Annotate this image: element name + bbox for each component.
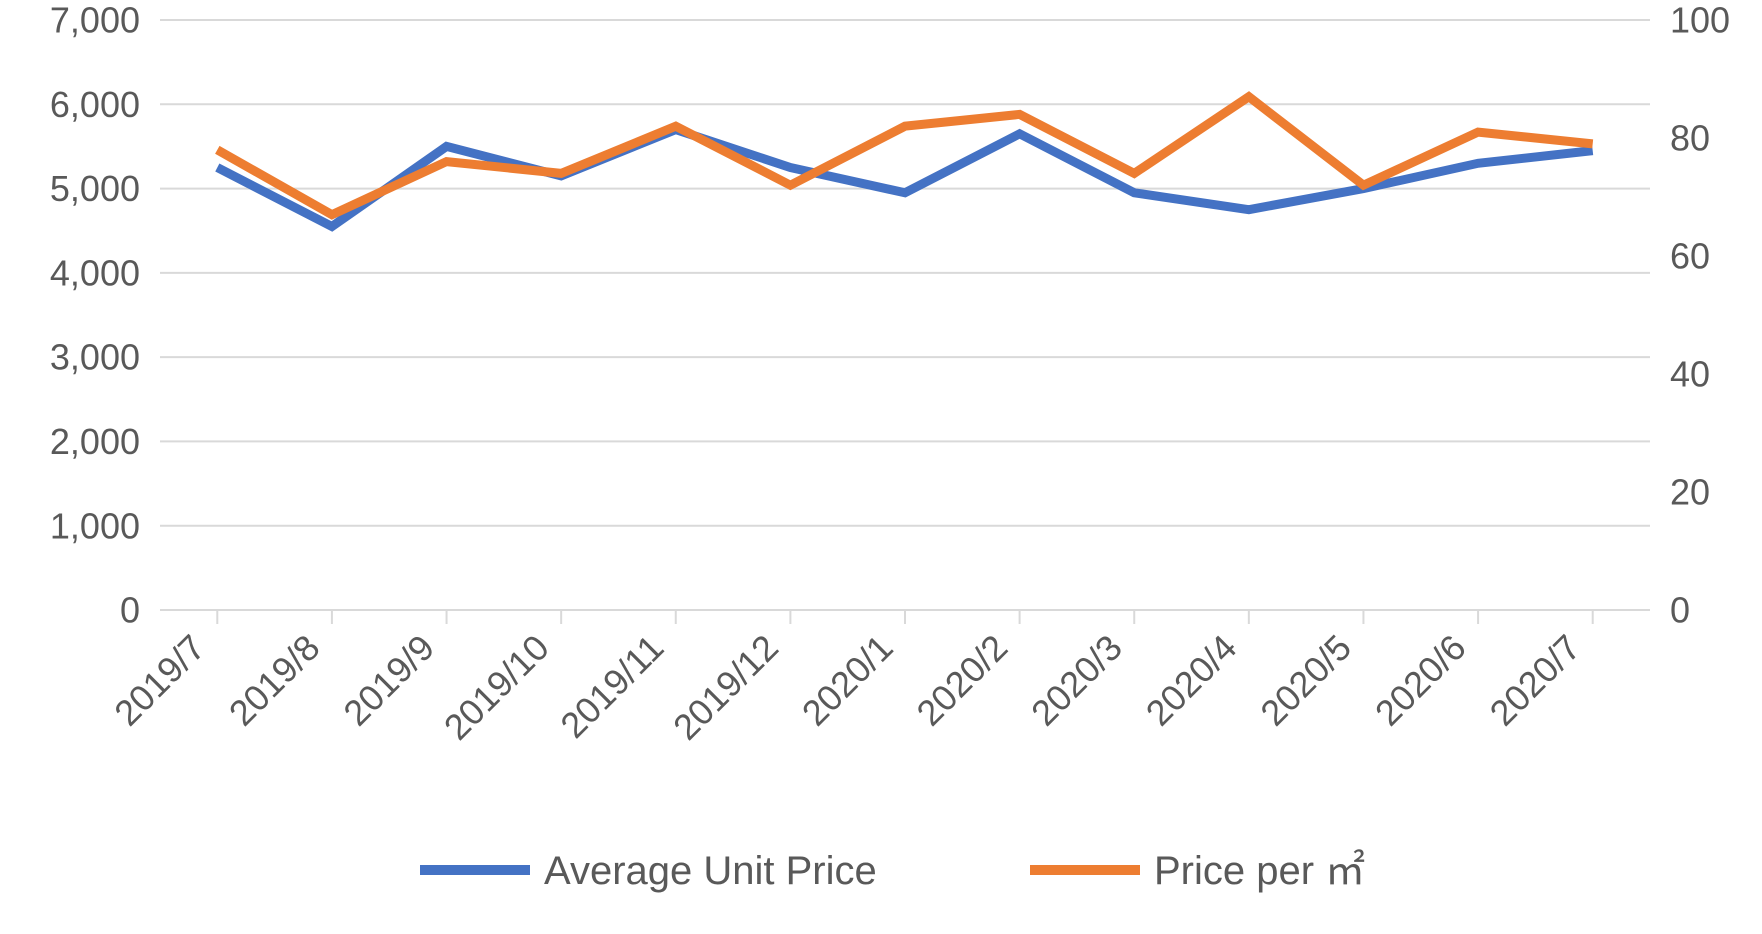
y-left-tick-label: 3,000 <box>50 337 140 378</box>
y-right-tick-label: 100 <box>1670 0 1730 41</box>
y-left-tick-label: 2,000 <box>50 421 140 462</box>
x-tick-label: 2019/7 <box>106 627 213 734</box>
y-right-tick-label: 80 <box>1670 118 1710 159</box>
x-tick-label: 2019/12 <box>665 627 786 748</box>
x-tick-label: 2020/1 <box>794 627 901 734</box>
x-tick-label: 2019/11 <box>552 627 671 746</box>
y-left-tick-label: 1,000 <box>50 505 140 546</box>
x-tick-label: 2020/5 <box>1252 627 1359 734</box>
y-right-tick-label: 0 <box>1670 590 1690 631</box>
legend-label: Price per ㎡ <box>1154 849 1365 893</box>
x-tick-label: 2019/9 <box>335 627 442 734</box>
chart-svg: 0 1,000 2,000 3,000 4,000 5,000 6,000 7,000 0 20 4… <box>0 0 1762 934</box>
y-right-tick-label: 20 <box>1670 472 1710 513</box>
x-tick-label: 2020/4 <box>1138 627 1245 734</box>
legend-label: Average Unit Price <box>544 849 877 893</box>
x-tick-label: 2020/2 <box>908 627 1015 734</box>
y-left-tick-label: 4,000 <box>50 252 140 293</box>
y-left-tick-label: 6,000 <box>50 84 140 125</box>
x-tick-label: 2019/8 <box>221 627 328 734</box>
y-left-tick-label: 0 <box>120 590 140 631</box>
y-left-tick-label: 5,000 <box>50 168 140 209</box>
y-right-tick-label: 60 <box>1670 236 1710 277</box>
x-tick-label: 2019/10 <box>436 627 557 748</box>
x-tick-label: 2020/6 <box>1367 627 1474 734</box>
x-tick-label: 2020/3 <box>1023 627 1130 734</box>
y-left-tick-label: 7,000 <box>50 0 140 41</box>
y-right-tick-label: 40 <box>1670 354 1710 395</box>
x-tick-label: 2020/7 <box>1481 627 1588 734</box>
price-chart: 0 1,000 2,000 3,000 4,000 5,000 6,000 7,000 0 20 4… <box>0 0 1762 934</box>
